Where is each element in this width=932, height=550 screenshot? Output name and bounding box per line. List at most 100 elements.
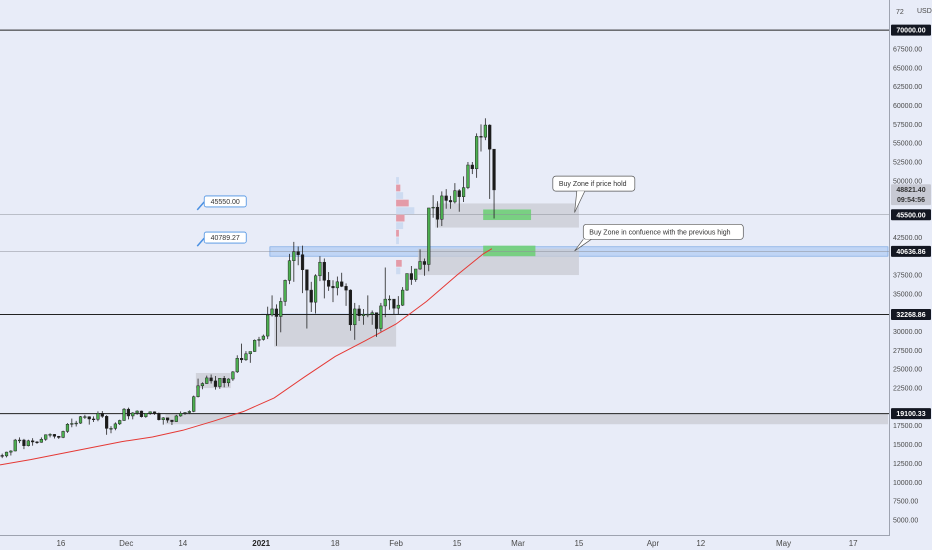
candle[interactable] <box>183 412 187 415</box>
candle[interactable] <box>374 312 379 337</box>
candle[interactable] <box>322 258 326 299</box>
candle[interactable] <box>48 433 52 438</box>
candle[interactable] <box>235 355 239 373</box>
candle[interactable] <box>283 279 287 306</box>
candle[interactable] <box>431 195 435 218</box>
candle[interactable] <box>44 434 48 441</box>
callout-box[interactable] <box>552 175 636 192</box>
candle[interactable] <box>296 246 300 266</box>
candle[interactable] <box>253 339 257 352</box>
candle[interactable] <box>161 417 165 425</box>
candle[interactable] <box>157 412 161 421</box>
candle[interactable] <box>300 245 305 294</box>
candle[interactable] <box>78 415 83 424</box>
candle[interactable] <box>266 306 270 340</box>
candle[interactable] <box>261 334 265 341</box>
candle[interactable] <box>57 435 61 439</box>
candle[interactable] <box>187 410 191 415</box>
candle[interactable] <box>22 438 26 450</box>
price-axis[interactable]: USD 70000.00 32268.86 19100.33 45500.00 4063… <box>889 0 932 535</box>
time-axis[interactable]: 16 Dec 14 2021 18 Feb 15 Mar 15 Apr 12 May 17 <box>0 535 932 550</box>
candle[interactable] <box>61 430 65 439</box>
candle[interactable] <box>418 249 422 270</box>
candle[interactable] <box>83 414 87 419</box>
candle[interactable] <box>31 438 35 446</box>
candle[interactable] <box>427 207 431 272</box>
candle[interactable] <box>344 283 348 306</box>
candle[interactable] <box>174 414 178 422</box>
candle[interactable] <box>409 265 413 285</box>
candle[interactable] <box>105 415 109 435</box>
candle[interactable] <box>126 407 131 420</box>
candle[interactable] <box>87 416 91 425</box>
candle[interactable] <box>287 253 292 285</box>
candle[interactable] <box>387 295 392 310</box>
candle[interactable] <box>366 295 370 318</box>
candle[interactable] <box>39 437 43 443</box>
candle[interactable] <box>305 269 309 329</box>
candle[interactable] <box>122 408 126 421</box>
candle[interactable] <box>488 124 492 199</box>
candle[interactable] <box>370 310 374 325</box>
candle[interactable] <box>435 201 440 228</box>
candle[interactable] <box>26 439 30 447</box>
candle[interactable] <box>327 272 331 291</box>
candle[interactable] <box>9 450 13 456</box>
candle[interactable] <box>222 376 226 388</box>
candle[interactable] <box>4 451 9 458</box>
candle[interactable] <box>192 395 196 413</box>
candle[interactable] <box>461 176 466 202</box>
candle[interactable] <box>200 382 205 390</box>
candle[interactable] <box>348 289 353 331</box>
candle[interactable] <box>139 410 144 418</box>
candle[interactable] <box>279 297 283 333</box>
candle[interactable] <box>392 298 396 315</box>
candle[interactable] <box>270 295 274 317</box>
candle[interactable] <box>148 411 152 415</box>
candle[interactable] <box>100 411 104 418</box>
candle[interactable] <box>231 371 235 381</box>
candle[interactable] <box>248 351 252 363</box>
candle[interactable] <box>479 124 483 152</box>
candle[interactable] <box>17 437 22 444</box>
candle[interactable] <box>65 423 70 433</box>
candle[interactable] <box>74 420 78 427</box>
candle[interactable] <box>91 416 96 422</box>
candle[interactable] <box>340 272 344 288</box>
candle[interactable] <box>353 302 357 340</box>
candle[interactable] <box>226 378 231 387</box>
candle[interactable] <box>396 296 400 315</box>
candle[interactable] <box>109 426 113 434</box>
candle[interactable] <box>196 378 200 398</box>
candle[interactable] <box>470 162 474 175</box>
candle[interactable] <box>309 281 313 312</box>
candle[interactable] <box>205 375 209 384</box>
candle[interactable] <box>331 280 335 303</box>
callout-box[interactable] <box>582 223 744 240</box>
candle[interactable] <box>414 268 418 282</box>
candle[interactable] <box>466 162 470 190</box>
candle[interactable] <box>318 256 322 282</box>
candle[interactable] <box>448 195 453 209</box>
candle[interactable] <box>96 411 100 422</box>
candle[interactable] <box>131 412 135 420</box>
price-label-flag[interactable] <box>203 231 247 244</box>
candle[interactable] <box>335 276 339 296</box>
candle[interactable] <box>152 411 157 415</box>
candle[interactable] <box>379 302 383 332</box>
candle[interactable] <box>170 419 174 425</box>
candle[interactable] <box>118 419 122 425</box>
candle[interactable] <box>292 241 296 282</box>
candle[interactable] <box>52 434 57 439</box>
candle[interactable] <box>218 378 222 389</box>
candle[interactable] <box>144 413 148 418</box>
candle[interactable] <box>483 118 487 141</box>
candle[interactable] <box>209 374 213 384</box>
candle[interactable] <box>13 438 17 452</box>
candle[interactable] <box>440 191 444 227</box>
candle[interactable] <box>213 376 218 390</box>
candle[interactable] <box>401 287 405 306</box>
candle[interactable] <box>405 273 409 291</box>
candle[interactable] <box>457 189 461 212</box>
